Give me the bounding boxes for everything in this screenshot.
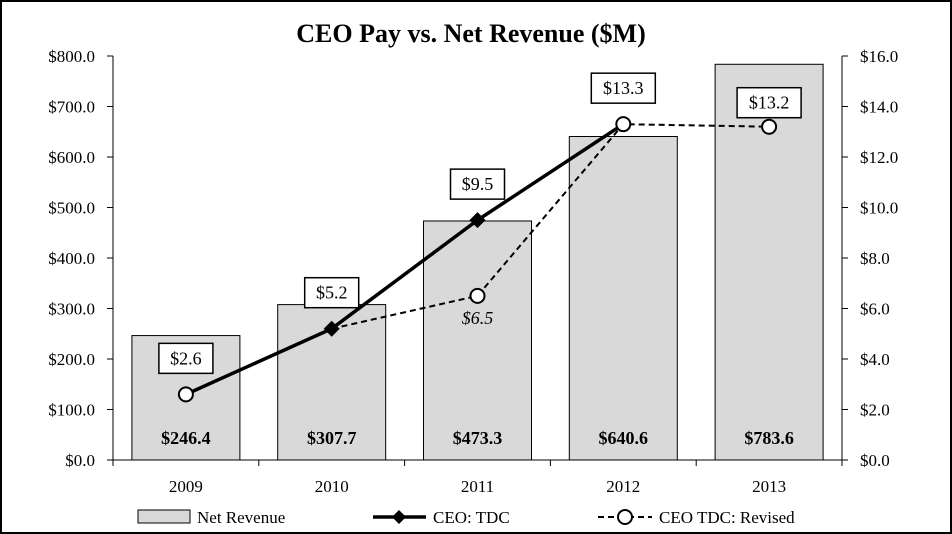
revised-tdc-line xyxy=(185,123,770,396)
legend-label-tdc: CEO: TDC xyxy=(433,508,510,527)
revenue-bar-label-2012: $640.6 xyxy=(599,428,649,448)
revised-marker-2013 xyxy=(761,118,778,135)
y-right-tick-label: $4.0 xyxy=(860,350,890,369)
tdc-marker-2010 xyxy=(323,320,340,337)
y-right-tick-label: $12.0 xyxy=(860,148,898,167)
revenue-bar-2012 xyxy=(568,135,678,461)
legend-marker-revised xyxy=(617,509,633,525)
y-right-tick-label: $10.0 xyxy=(860,199,898,218)
revised-marker-2011 xyxy=(469,287,486,304)
tdc-label-2011-text: $9.5 xyxy=(462,174,494,194)
y-left-tick-label: $600.0 xyxy=(48,148,95,167)
tdc-label-2012: $13.3 xyxy=(590,72,657,104)
legend-label-net-revenue: Net Revenue xyxy=(197,508,285,527)
x-tick-label-2010: 2010 xyxy=(315,477,349,496)
tdc-label-2011-box xyxy=(449,168,506,200)
revised-label-2013: $13.2 xyxy=(736,86,802,119)
revenue-bar-label-2010: $307.7 xyxy=(307,428,357,448)
revised-label-2011: $6.5 xyxy=(462,308,494,328)
tdc-label-2011: $9.5 xyxy=(449,168,506,200)
revenue-bar-2011 xyxy=(423,220,532,461)
y-left-tick-label: $200.0 xyxy=(48,350,95,369)
tdc-label-2012-box xyxy=(590,72,657,104)
y-left-tick-label: $700.0 xyxy=(48,98,95,117)
y-left-tick-label: $500.0 xyxy=(48,199,95,218)
revenue-bar-label-2009: $246.4 xyxy=(161,428,211,448)
x-tick-label-2011: 2011 xyxy=(461,477,494,496)
y-right-tick-label: $16.0 xyxy=(860,47,898,66)
y-right-tick-label: $14.0 xyxy=(860,98,898,117)
legend: Net Revenue CEO: TDC CEO TDC: Revised xyxy=(137,508,795,527)
tdc-label-2010-text: $5.2 xyxy=(316,283,348,303)
line-series xyxy=(177,116,778,403)
revised-label-2013-box xyxy=(736,86,802,119)
revised-marker-2012 xyxy=(615,116,632,133)
y-right-tick-label: $2.0 xyxy=(860,401,890,420)
revised-label-2013-text: $13.2 xyxy=(749,93,790,113)
axes: $0.0 $100.0 $200.0 $300.0 $400.0 $500.0 $600.0… xyxy=(48,47,898,496)
x-tick-label-2009: 2009 xyxy=(169,477,203,496)
tdc-label-2009-box xyxy=(158,342,214,375)
revenue-bar-label-2011: $473.3 xyxy=(453,428,503,448)
x-tick-label-2012: 2012 xyxy=(606,477,640,496)
tdc-label-2010: $5.2 xyxy=(303,276,360,309)
y-left-tick-label: $100.0 xyxy=(48,401,95,420)
tdc-line xyxy=(185,122,625,396)
chart-title: CEO Pay vs. Net Revenue ($M) xyxy=(296,19,646,48)
tdc-label-2009-text: $2.6 xyxy=(170,348,202,368)
y-left-tick-label: $400.0 xyxy=(48,249,95,268)
legend-label-revised: CEO TDC: Revised xyxy=(659,508,795,527)
x-tick-label-2013: 2013 xyxy=(752,477,786,496)
tdc-marker-2011 xyxy=(469,212,486,229)
tdc-label-2010-box xyxy=(303,276,360,309)
revised-marker-2009 xyxy=(177,386,194,403)
legend-swatch-bar xyxy=(137,509,191,524)
tdc-label-2012-text: $13.3 xyxy=(603,78,644,98)
y-left-tick-label: $0.0 xyxy=(65,451,95,470)
y-right-tick-label: $8.0 xyxy=(860,249,890,268)
y-right-tick-label: $0.0 xyxy=(860,451,890,470)
tdc-label-2009: $2.6 xyxy=(158,342,214,375)
revenue-bar-label-2013: $783.6 xyxy=(744,428,794,448)
y-left-tick-label: $800.0 xyxy=(48,47,95,66)
data-labels: $246.4 $307.7 $473.3 $640.6 $783.6 $2.6 $5.2 $9… xyxy=(158,72,802,448)
y-left-tick-label: $300.0 xyxy=(48,300,95,319)
y-right-tick-label: $6.0 xyxy=(860,300,890,319)
legend-marker-tdc xyxy=(392,510,406,524)
